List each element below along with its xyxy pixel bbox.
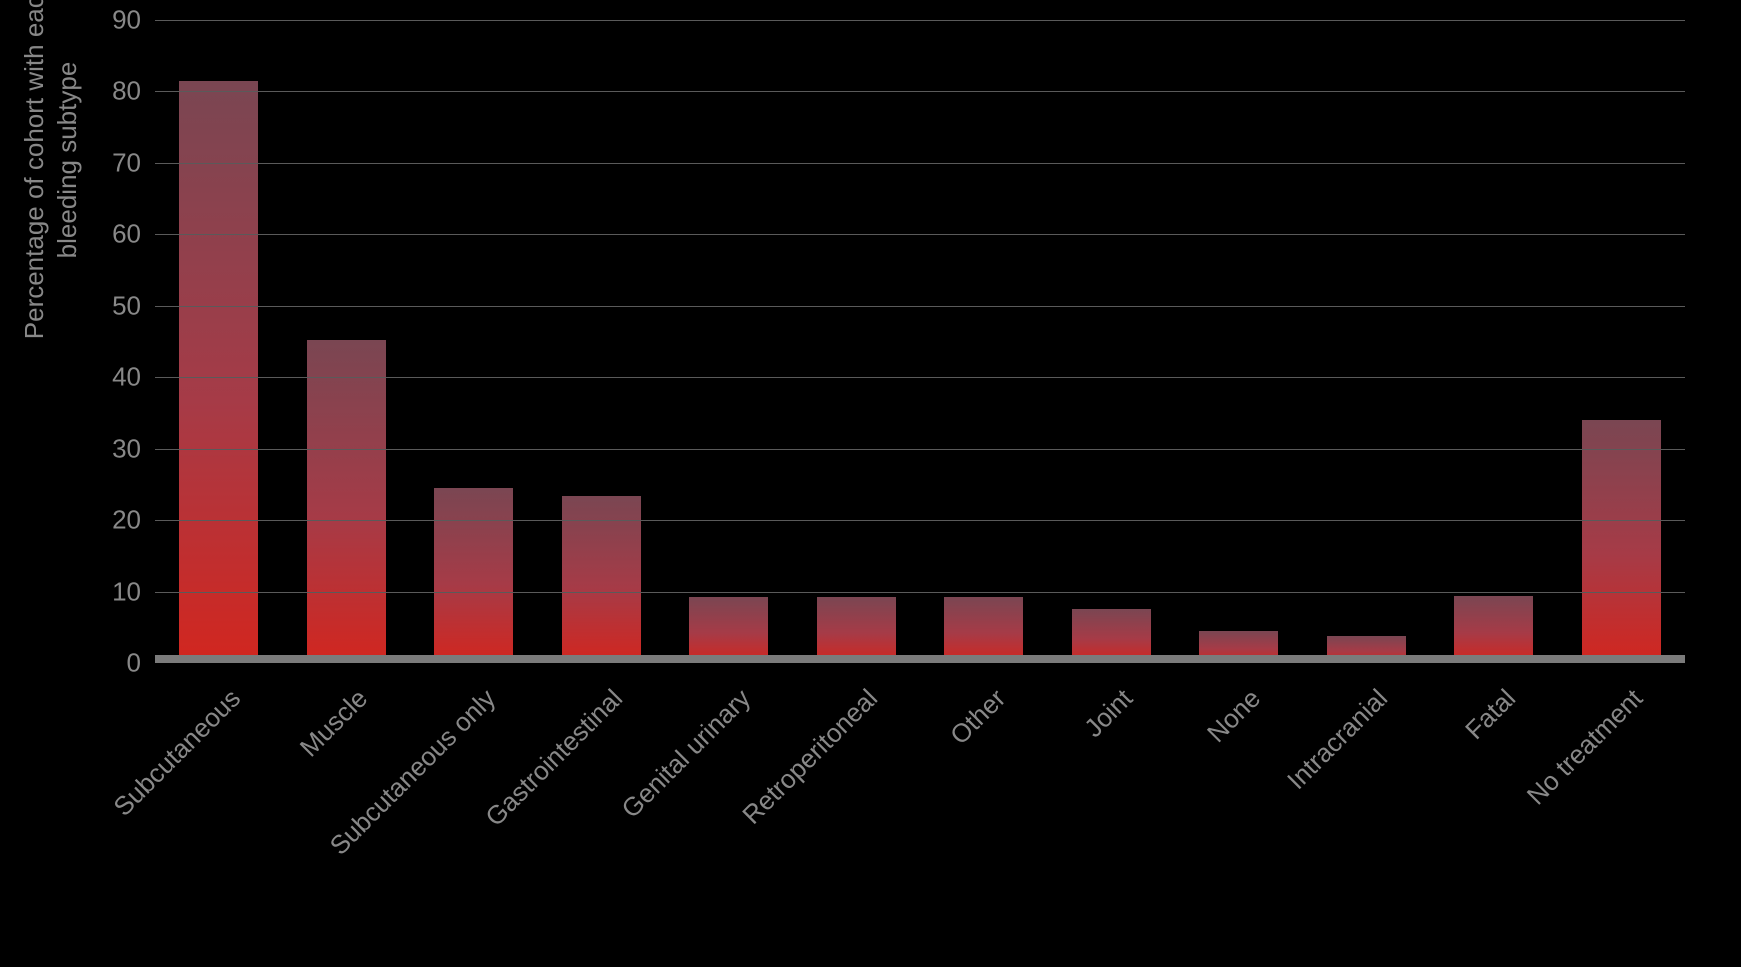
gridline [155, 520, 1685, 521]
y-tick-label: 30 [81, 433, 141, 464]
y-tick-label: 10 [81, 576, 141, 607]
y-tick-label: 20 [81, 505, 141, 536]
y-tick-label: 40 [81, 362, 141, 393]
gridline [155, 377, 1685, 378]
x-tick-label: Other [944, 683, 1012, 751]
gridline [155, 306, 1685, 307]
y-axis-label: Percentage of cohort with each bleeding … [18, 0, 83, 370]
x-tick-label: Genital urinary [615, 683, 756, 824]
gridline [155, 592, 1685, 593]
y-tick-label: 60 [81, 219, 141, 250]
gridline [155, 234, 1685, 235]
x-tick-label: Fatal [1459, 683, 1522, 746]
x-tick-label: No treatment [1521, 683, 1649, 811]
gridline [155, 20, 1685, 21]
bar [1454, 596, 1533, 663]
bar [689, 597, 768, 663]
x-axis-baseline [155, 655, 1685, 663]
chart-container: Percentage of cohort with each bleeding … [0, 0, 1741, 967]
bar [817, 597, 896, 663]
x-tick-label: Subcutaneous [107, 683, 246, 822]
x-tick-label: Joint [1078, 683, 1139, 744]
bar [434, 488, 513, 663]
gridline [155, 163, 1685, 164]
y-tick-label: 50 [81, 290, 141, 321]
bars-group [155, 20, 1685, 663]
x-tick-label: None [1201, 683, 1267, 749]
x-tick-label: Gastrointestinal [480, 683, 630, 833]
gridline [155, 91, 1685, 92]
bar [1582, 420, 1661, 663]
bar [944, 597, 1023, 663]
x-axis-labels: SubcutaneousMuscleSubcutaneous onlyGastr… [155, 675, 1685, 955]
bar [179, 81, 258, 663]
gridline [155, 449, 1685, 450]
y-tick-label: 70 [81, 147, 141, 178]
plot-area: 0102030405060708090 [155, 20, 1685, 663]
y-tick-label: 80 [81, 76, 141, 107]
y-tick-label: 90 [81, 5, 141, 36]
x-tick-label: Muscle [294, 683, 374, 763]
x-tick-label: Intracranial [1281, 683, 1394, 796]
bar [307, 340, 386, 663]
x-tick-label: Retroperitoneal [737, 683, 885, 831]
y-tick-label: 0 [81, 648, 141, 679]
